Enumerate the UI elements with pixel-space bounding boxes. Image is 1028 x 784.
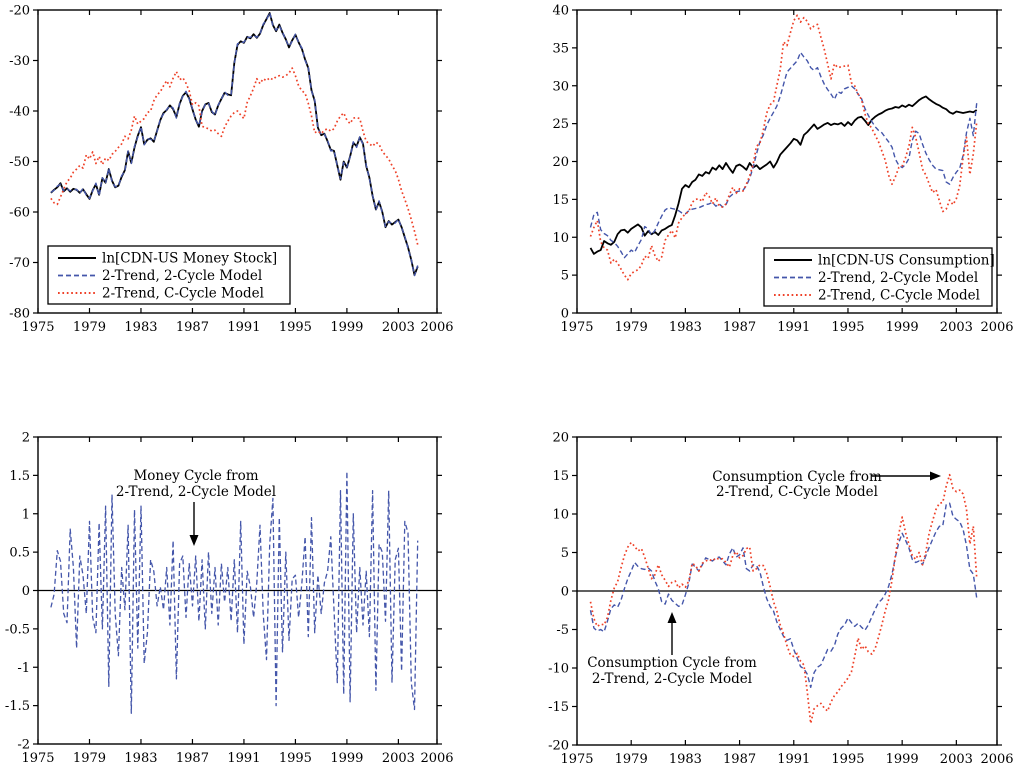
x-tick-label: 1983: [669, 752, 702, 767]
y-tick-label: -2: [17, 738, 30, 753]
y-tick-label: -0.5: [5, 622, 30, 637]
x-tick-label: 1999: [886, 752, 919, 767]
annotation-text: 2-Trend, 2-Cycle Model: [592, 671, 752, 687]
series-line: [589, 473, 978, 725]
y-tick-label: 20: [552, 431, 569, 446]
x-tick-label: 1983: [124, 751, 157, 766]
annotation-text: Consumption Cycle from: [712, 469, 882, 485]
y-tick-label: -1.5: [5, 699, 30, 714]
y-tick-label: -20: [548, 739, 569, 754]
x-tick-label: 1975: [560, 320, 593, 335]
x-tick-label: 1979: [73, 751, 106, 766]
y-tick-label: -20: [9, 4, 30, 19]
y-tick-label: 2: [22, 431, 30, 446]
y-tick-label: 10: [552, 231, 569, 246]
y-tick-label: -15: [548, 700, 569, 715]
series-line: [50, 470, 419, 714]
x-tick-label: 1995: [279, 751, 312, 766]
y-tick-label: 0: [22, 584, 30, 599]
legend-entry-label: 2-Trend, C-Cycle Model: [818, 288, 980, 304]
y-tick-label: 0: [561, 585, 569, 600]
x-tick-label: 1991: [777, 752, 810, 767]
legend-box: [47, 245, 291, 305]
x-tick-label: 2003: [382, 320, 415, 335]
chart-consumption-cycles: 1975 1979 1983 1987 1991 1995 1999 2003 2006 -20 -…: [548, 431, 1013, 768]
x-tick-label: 2006: [420, 320, 453, 335]
y-tick-label: 40: [552, 4, 569, 19]
y-tick-label: 25: [552, 117, 569, 132]
series-line: [50, 11, 419, 277]
x-tick-label: 1987: [723, 752, 756, 767]
x-tick-label: 1975: [560, 752, 593, 767]
x-tick-label: 1995: [831, 752, 864, 767]
x-tick-label: 2006: [980, 752, 1013, 767]
series-line: [50, 67, 419, 245]
x-tick-label: 1999: [330, 320, 363, 335]
x-tick-label: 1991: [227, 320, 260, 335]
x-tick-label: 1995: [279, 320, 312, 335]
legend-entry-label: 2-Trend, 2-Cycle Model: [102, 268, 262, 284]
y-tick-label: 5: [561, 269, 569, 284]
legend-entry-label: 2-Trend, 2-Cycle Model: [818, 270, 978, 286]
y-tick-label: -10: [548, 662, 569, 677]
legend-entry-label: ln[CDN-US Money Stock]: [102, 251, 277, 267]
x-tick-label: 1983: [124, 320, 157, 335]
x-tick-label: 1999: [886, 320, 919, 335]
annotation-text: 2-Trend, 2-Cycle Model: [116, 484, 276, 500]
y-tick-label: -30: [9, 54, 30, 69]
y-tick-label: 1: [22, 507, 30, 522]
y-tick-label: 15: [552, 469, 569, 484]
annotation-arrowhead: [667, 612, 677, 623]
y-tick-label: 1.5: [9, 469, 30, 484]
y-tick-label: -1: [17, 661, 30, 676]
x-tick-label: 1995: [831, 320, 864, 335]
x-tick-label: 2006: [980, 320, 1013, 335]
x-tick-label: 1979: [73, 320, 106, 335]
annotation-text: Money Cycle from: [133, 468, 258, 484]
legend-entry-label: 2-Trend, C-Cycle Model: [102, 286, 264, 302]
x-tick-label: 1975: [21, 751, 54, 766]
y-tick-label: 30: [552, 79, 569, 94]
x-tick-label: 1987: [176, 320, 209, 335]
legend-entry-label: ln[CDN-US Consumption]: [818, 253, 995, 269]
annotation-text: 2-Trend, C-Cycle Model: [716, 484, 878, 500]
x-tick-label: 2006: [420, 751, 453, 766]
y-tick-label: -40: [9, 105, 30, 120]
x-tick-label: 1975: [21, 320, 54, 335]
series-line: [589, 14, 978, 281]
x-tick-label: 1983: [669, 320, 702, 335]
x-tick-label: 2003: [940, 752, 973, 767]
x-tick-label: 1987: [723, 320, 756, 335]
y-tick-label: 5: [561, 546, 569, 561]
annotation-text: Consumption Cycle from: [587, 655, 757, 671]
x-tick-label: 1987: [176, 751, 209, 766]
series-line: [589, 502, 978, 688]
series-line: [589, 95, 978, 255]
y-tick-label: 15: [552, 193, 569, 208]
x-tick-label: 1979: [615, 320, 648, 335]
x-tick-label: 1999: [330, 751, 363, 766]
annotation-arrowhead: [189, 535, 199, 546]
chart-money-cycle: 1975 1979 1983 1987 1991 1995 1999 2003 2006 -2 -1…: [5, 431, 454, 767]
y-tick-label: 0: [561, 307, 569, 322]
x-tick-label: 1991: [227, 751, 260, 766]
chart-money-stock-levels: 1975 1979 1983 1987 1991 1995 1999 2003 2006 -80 -…: [9, 4, 453, 336]
y-tick-label: -5: [556, 623, 569, 638]
y-tick-label: 20: [552, 155, 569, 170]
y-tick-label: -80: [9, 307, 30, 322]
y-tick-label: 35: [552, 41, 569, 56]
x-tick-label: 2003: [940, 320, 973, 335]
x-tick-label: 2003: [382, 751, 415, 766]
y-tick-label: 10: [552, 508, 569, 523]
x-tick-label: 1991: [777, 320, 810, 335]
y-tick-label: 0.5: [9, 546, 30, 561]
annotation-arrowhead: [930, 471, 941, 481]
y-tick-label: -60: [9, 206, 30, 221]
series-line: [589, 51, 978, 259]
chart-consumption-levels: 1975 1979 1983 1987 1991 1995 1999 2003 2006 0 5 10…: [552, 4, 1013, 336]
y-tick-label: -70: [9, 256, 30, 271]
x-tick-label: 1979: [615, 752, 648, 767]
y-tick-label: -50: [9, 155, 30, 170]
